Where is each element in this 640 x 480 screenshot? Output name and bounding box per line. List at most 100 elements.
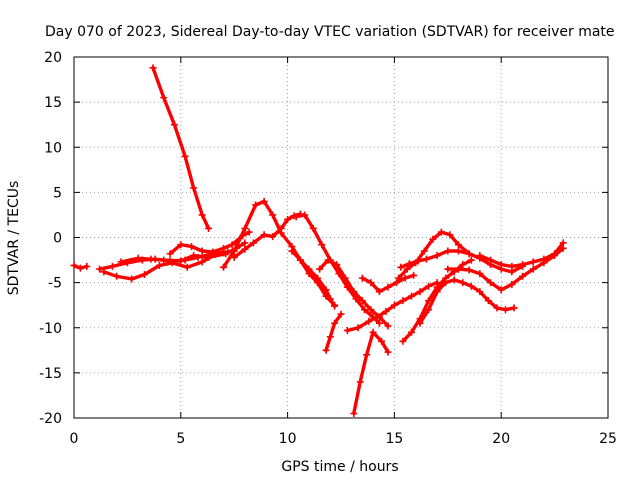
x-tick-label: 10 xyxy=(279,431,297,447)
data-point xyxy=(230,253,238,261)
series-s17 xyxy=(397,247,527,276)
data-point xyxy=(476,252,484,260)
data-point xyxy=(108,262,116,270)
data-point xyxy=(519,261,527,269)
series-s8 xyxy=(230,210,304,261)
y-axis-label: SDTVAR / TECUs xyxy=(6,181,22,296)
data-point xyxy=(397,263,405,271)
data-point xyxy=(450,276,458,284)
data-point xyxy=(382,308,390,316)
data-point xyxy=(160,256,168,264)
data-point xyxy=(322,346,330,354)
data-point xyxy=(420,247,428,255)
y-tick-label: -5 xyxy=(48,276,62,292)
data-point xyxy=(444,265,452,273)
data-point xyxy=(260,197,268,205)
data-point xyxy=(117,258,125,266)
data-point xyxy=(205,224,213,232)
data-point xyxy=(316,265,324,273)
y-tick-label: 20 xyxy=(44,50,62,66)
data-point xyxy=(467,256,475,264)
data-point xyxy=(305,265,313,273)
data-point xyxy=(467,282,475,290)
series-s13 xyxy=(343,279,441,334)
data-point xyxy=(301,211,309,219)
data-point xyxy=(341,274,349,282)
data-point xyxy=(360,306,368,314)
data-point xyxy=(407,292,415,300)
grid-lines xyxy=(74,57,608,418)
data-point xyxy=(487,256,495,264)
data-point xyxy=(222,250,230,258)
data-point xyxy=(249,239,257,247)
data-point xyxy=(331,302,339,310)
data-point xyxy=(309,224,317,232)
data-point xyxy=(497,261,505,269)
series-s15 xyxy=(358,271,418,296)
data-point xyxy=(358,274,366,282)
data-point xyxy=(410,271,418,279)
data-point xyxy=(155,261,163,269)
data-point xyxy=(318,241,326,249)
data-point xyxy=(369,328,377,336)
data-point xyxy=(100,268,108,276)
data-point xyxy=(288,247,296,255)
data-point xyxy=(228,241,236,249)
data-point xyxy=(493,304,501,312)
x-tick-label: 15 xyxy=(385,431,403,447)
data-point xyxy=(407,328,415,336)
data-point xyxy=(365,317,373,325)
data-point xyxy=(484,297,492,305)
data-point xyxy=(149,64,157,72)
data-point xyxy=(76,264,84,272)
series-s14 xyxy=(350,328,392,417)
y-tick-label: 10 xyxy=(44,140,62,156)
data-point xyxy=(476,288,484,296)
chart-title: Day 070 of 2023, Sidereal Day-to-day VTE… xyxy=(45,24,615,40)
data-point xyxy=(384,348,392,356)
data-point xyxy=(324,256,332,264)
data-point xyxy=(322,286,330,294)
data-point xyxy=(314,274,322,282)
data-point xyxy=(487,279,495,287)
series-line xyxy=(352,330,390,416)
data-point xyxy=(501,306,509,314)
data-point xyxy=(356,378,364,386)
data-point xyxy=(160,94,168,102)
data-point xyxy=(399,297,407,305)
data-point xyxy=(401,274,409,282)
data-point xyxy=(220,244,228,252)
data-point xyxy=(241,245,249,253)
data-point xyxy=(209,248,217,256)
data-point xyxy=(393,279,401,287)
data-point xyxy=(331,319,339,327)
data-point xyxy=(205,253,213,261)
data-point xyxy=(198,258,206,266)
data-point xyxy=(363,351,371,359)
y-tick-label: 5 xyxy=(53,185,62,201)
data-point xyxy=(422,255,430,263)
x-tick-label: 25 xyxy=(599,431,617,447)
series-s19 xyxy=(416,276,518,327)
data-point xyxy=(147,255,155,263)
y-tick-label: 15 xyxy=(44,95,62,111)
data-point xyxy=(429,235,437,243)
data-point xyxy=(378,337,386,345)
data-point xyxy=(140,271,148,279)
data-point xyxy=(551,250,559,258)
data-point xyxy=(519,272,527,280)
data-point xyxy=(269,233,277,241)
data-point xyxy=(177,241,185,249)
data-point xyxy=(459,279,467,287)
data-point xyxy=(425,306,433,314)
data-point xyxy=(459,261,467,269)
y-tick-label: -10 xyxy=(39,321,62,337)
data-point xyxy=(187,243,195,251)
y-tick-label: -20 xyxy=(39,411,62,427)
data-point xyxy=(476,270,484,278)
data-point xyxy=(414,257,422,265)
data-point xyxy=(166,250,174,258)
data-point xyxy=(416,288,424,296)
data-point xyxy=(269,211,277,219)
